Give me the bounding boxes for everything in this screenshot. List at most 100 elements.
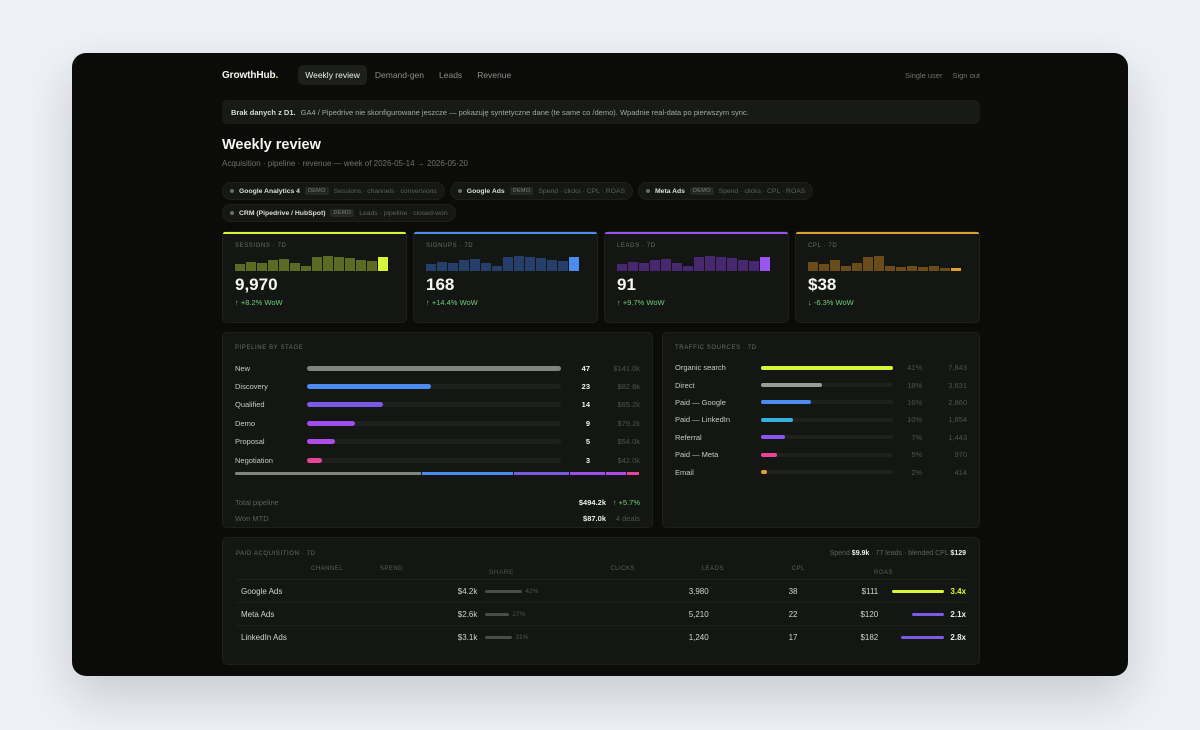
panel-title: PAID ACQUISITION · 7D xyxy=(236,550,316,557)
tab-revenue[interactable]: Revenue xyxy=(477,70,512,80)
pipeline-row[interactable]: Discovery 23 $82.8k xyxy=(235,377,640,395)
stage-name: New xyxy=(235,363,251,373)
summary-spend-label: Spend xyxy=(829,550,850,557)
spark-bar xyxy=(918,267,928,271)
kpi-card-sessions[interactable]: SESSIONS · 7D 9,970 ↑ +8.2% WoW xyxy=(222,231,407,323)
source-name: Google Analytics 4 xyxy=(239,187,300,195)
share-value: 42% xyxy=(525,587,539,595)
traffic-row[interactable]: Organic search 41% 7,843 xyxy=(675,359,967,376)
table-row[interactable]: Meta Ads $2.6k 27% 5,210 22 $120 2.1x xyxy=(236,602,966,625)
stage-bar-track xyxy=(307,402,561,408)
share-bar xyxy=(485,635,513,639)
source-desc: Spend · clicks · CPL · ROAS xyxy=(718,187,806,195)
spark-bar xyxy=(268,260,278,271)
clicks-value: 1,240 xyxy=(688,632,709,642)
pipeline-stacked-bar xyxy=(235,472,640,476)
spark-bar xyxy=(290,263,300,271)
spark-bar xyxy=(874,256,884,271)
col-spend[interactable]: SPEND xyxy=(379,566,403,572)
traffic-row[interactable]: Email 2% 414 xyxy=(675,463,967,480)
share-cell: 42% xyxy=(477,588,587,595)
won-mtd-label: Won MTD xyxy=(235,513,269,523)
spark-bar xyxy=(525,257,535,271)
share-value: 31% xyxy=(515,633,529,641)
spark-bar xyxy=(863,257,873,271)
paid-acquisition-panel: PAID ACQUISITION · 7D Spend $9.9k · 77 l… xyxy=(222,537,980,665)
summary-cpl: $129 xyxy=(950,550,966,557)
summary-text: · 77 leads · blended CPL xyxy=(871,550,949,557)
data-sources: Google Analytics 4 DEMO Sessions · channel… xyxy=(222,182,822,222)
traffic-bar-fill xyxy=(760,365,894,370)
spark-bar xyxy=(694,257,704,271)
source-chip[interactable]: Google Analytics 4 DEMO Sessions · channel… xyxy=(222,182,445,200)
tab-demand-gen[interactable]: Demand-gen xyxy=(374,70,425,80)
traffic-source-name: Paid — Meta xyxy=(675,450,719,460)
stage-bar-fill xyxy=(307,402,384,408)
source-chip[interactable]: CRM (Pipedrive / HubSpot) DEMO Leads · pip… xyxy=(222,204,456,222)
traffic-pct: 7% xyxy=(911,432,923,442)
stage-bar-track xyxy=(307,420,561,426)
spark-bar xyxy=(661,259,671,271)
traffic-count: 3,631 xyxy=(948,380,967,390)
table-row[interactable]: Google Ads $4.2k 42% 3,980 38 $111 3.4x xyxy=(236,579,966,602)
demo-data-banner: Brak danych z D1. GA4 / Pipedrive nie sk… xyxy=(222,100,980,124)
traffic-pct: 2% xyxy=(911,467,923,477)
stage-name: Demo xyxy=(235,418,256,428)
logo[interactable]: GrowthHub. xyxy=(222,69,279,81)
source-desc: Spend · clicks · CPL · ROAS xyxy=(538,187,625,195)
col-roas[interactable]: ROAS xyxy=(873,569,893,576)
stage-amount: $54.0k xyxy=(617,437,640,447)
col-channel[interactable]: CHANNEL xyxy=(311,566,344,572)
demo-badge: DEMO xyxy=(689,187,714,195)
spark-bar xyxy=(738,260,748,271)
traffic-bar-track xyxy=(760,400,894,405)
kpi-accent xyxy=(414,232,597,234)
traffic-panel: TRAFFIC SOURCES · 7D Organic search 41% … xyxy=(662,332,980,528)
kpi-label: SESSIONS · 7D xyxy=(235,243,287,249)
stage-count: 23 xyxy=(581,382,590,392)
spark-bar xyxy=(334,257,344,271)
traffic-row[interactable]: Paid — Meta 5% 970 xyxy=(675,446,967,463)
pipeline-row[interactable]: Qualified 14 $65.2k xyxy=(235,396,640,414)
source-chip[interactable]: Meta Ads DEMO Spend · clicks · CPL · ROAS xyxy=(638,182,814,200)
traffic-row[interactable]: Referral 7% 1,443 xyxy=(675,429,967,446)
source-desc: Leads · pipeline · closed-won xyxy=(359,209,448,217)
table-row[interactable]: LinkedIn Ads $3.1k 31% 1,240 17 $182 2.8… xyxy=(236,625,966,648)
kpi-card-leads[interactable]: LEADS · 7D 91 ↑ +9.7% WoW xyxy=(604,231,789,323)
stage-count: 9 xyxy=(585,418,590,428)
col-leads[interactable]: LEADS xyxy=(701,566,724,572)
stage-count: 5 xyxy=(585,437,590,447)
kpi-card-signups[interactable]: SIGNUPS · 7D 168 ↑ +14.4% WoW xyxy=(413,231,598,323)
spark-bar xyxy=(705,256,715,271)
pipeline-row[interactable]: Proposal 5 $54.0k xyxy=(235,433,640,451)
source-chip[interactable]: Google Ads DEMO Spend · clicks · CPL · ROA… xyxy=(449,182,633,200)
stage-amount: $65.2k xyxy=(617,400,640,410)
spark-bar xyxy=(841,266,851,271)
traffic-row[interactable]: Paid — Google 16% 2,860 xyxy=(675,394,967,411)
col-clicks[interactable]: CLICKS xyxy=(610,566,635,572)
won-mtd-value: $87.0k xyxy=(583,513,606,523)
tab-weekly-review[interactable]: Weekly review xyxy=(298,65,367,85)
traffic-row[interactable]: Paid — LinkedIn 10% 1,854 xyxy=(675,411,967,428)
traffic-bar-fill xyxy=(760,383,822,388)
sparkline xyxy=(617,256,776,271)
traffic-row[interactable]: Direct 18% 3,631 xyxy=(675,376,967,393)
roas-bar xyxy=(892,589,945,593)
stage-bar-track xyxy=(307,384,561,390)
share-cell: 31% xyxy=(477,634,587,641)
sign-out-link[interactable]: Sign out xyxy=(952,70,980,80)
pipeline-row[interactable]: Negotiation 3 $42.0k xyxy=(235,451,640,469)
kpi-change: ↑ +8.2% WoW xyxy=(235,298,283,307)
tab-leads[interactable]: Leads xyxy=(439,70,463,80)
spark-bar xyxy=(808,262,818,271)
kpi-card-cpl[interactable]: CPL · 7D $38 ↓ -6.3% WoW xyxy=(795,231,980,323)
pipeline-row[interactable]: New 47 $141.0k xyxy=(235,359,640,377)
panel-title: TRAFFIC SOURCES · 7D xyxy=(675,345,757,351)
col-share[interactable]: SHARE xyxy=(489,569,514,576)
kpi-accent xyxy=(605,232,788,234)
spark-bar xyxy=(716,257,726,271)
col-cpl[interactable]: CPL xyxy=(791,566,805,572)
pipeline-row[interactable]: Demo 9 $79.2k xyxy=(235,414,640,432)
kpi-label: CPL · 7D xyxy=(808,243,838,249)
roas-value: 2.8x xyxy=(950,632,966,642)
